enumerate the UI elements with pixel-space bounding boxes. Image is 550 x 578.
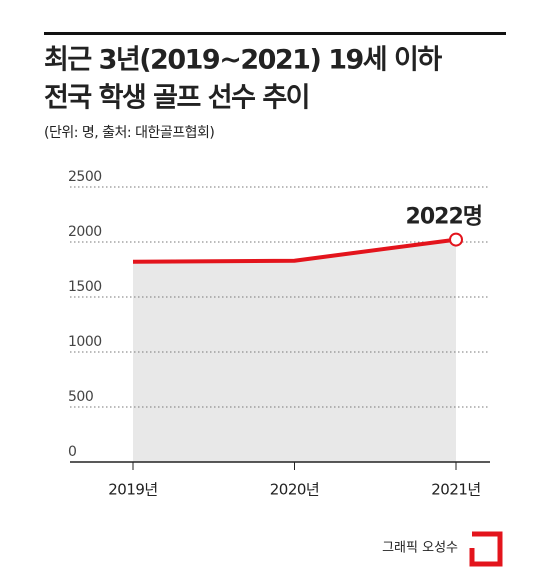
y-tick-label: 1500 bbox=[68, 279, 102, 295]
value-label: 2022명 bbox=[406, 205, 482, 230]
chart-note: (단위: 명, 출처: 대한골프협회) bbox=[44, 125, 214, 141]
area bbox=[133, 239, 456, 462]
line bbox=[132, 237, 457, 264]
y-tick-label: 1000 bbox=[68, 334, 102, 350]
chart-title: 최근 3년(2019~2021) 19세 이하 bbox=[44, 45, 442, 76]
y-tick-label: 2500 bbox=[68, 169, 102, 185]
point bbox=[449, 232, 463, 247]
y-tick-label: 500 bbox=[68, 389, 93, 405]
credit: 그래픽 오성수 bbox=[382, 541, 458, 556]
logo bbox=[469, 531, 503, 567]
x-tick-label: 2020년 bbox=[270, 481, 319, 499]
x-tick-label: 2019년 bbox=[108, 481, 157, 499]
chart-title: 전국 학생 골프 선수 추이 bbox=[44, 83, 309, 114]
plot: 0 500 1000 1500 2000 2500 2019년 2020년 2021년 2022명 bbox=[68, 169, 490, 499]
x-tick-label: 2021년 bbox=[431, 481, 480, 499]
top-rule bbox=[44, 32, 506, 35]
y-tick-label: 0 bbox=[68, 444, 76, 460]
y-tick-label: 2000 bbox=[68, 224, 102, 240]
